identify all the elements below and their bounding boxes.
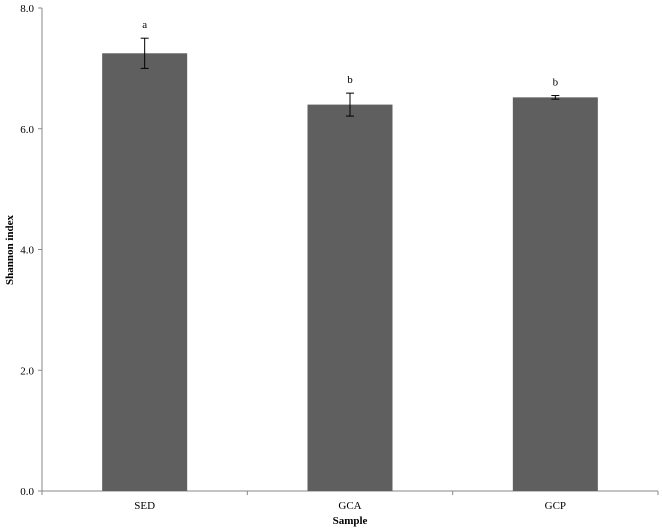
bar-sed — [102, 53, 188, 491]
x-axis-title: Sample — [333, 515, 368, 527]
bars: a b b — [102, 19, 598, 491]
x-category-label-gcp: GCP — [545, 500, 566, 512]
y-axis: 0.0 2.0 4.0 6.0 8.0 — [20, 3, 43, 498]
y-tick-label: 0.0 — [20, 486, 34, 498]
significance-label-sed: a — [142, 19, 147, 31]
significance-label-gcp: b — [553, 77, 559, 89]
x-category-label-sed: SED — [134, 500, 155, 512]
y-tick-label: 8.0 — [20, 3, 34, 15]
y-tick-label: 4.0 — [20, 245, 34, 257]
bar-gca — [307, 104, 393, 491]
y-tick-label: 6.0 — [20, 124, 34, 136]
bar-gcp — [512, 97, 598, 491]
y-tick-label: 2.0 — [20, 365, 34, 377]
y-axis-title: Shannon index — [4, 214, 16, 285]
x-category-label-gca: GCA — [338, 500, 361, 512]
x-axis: SED GCA GCP — [41, 490, 659, 512]
significance-label-gca: b — [347, 74, 353, 86]
